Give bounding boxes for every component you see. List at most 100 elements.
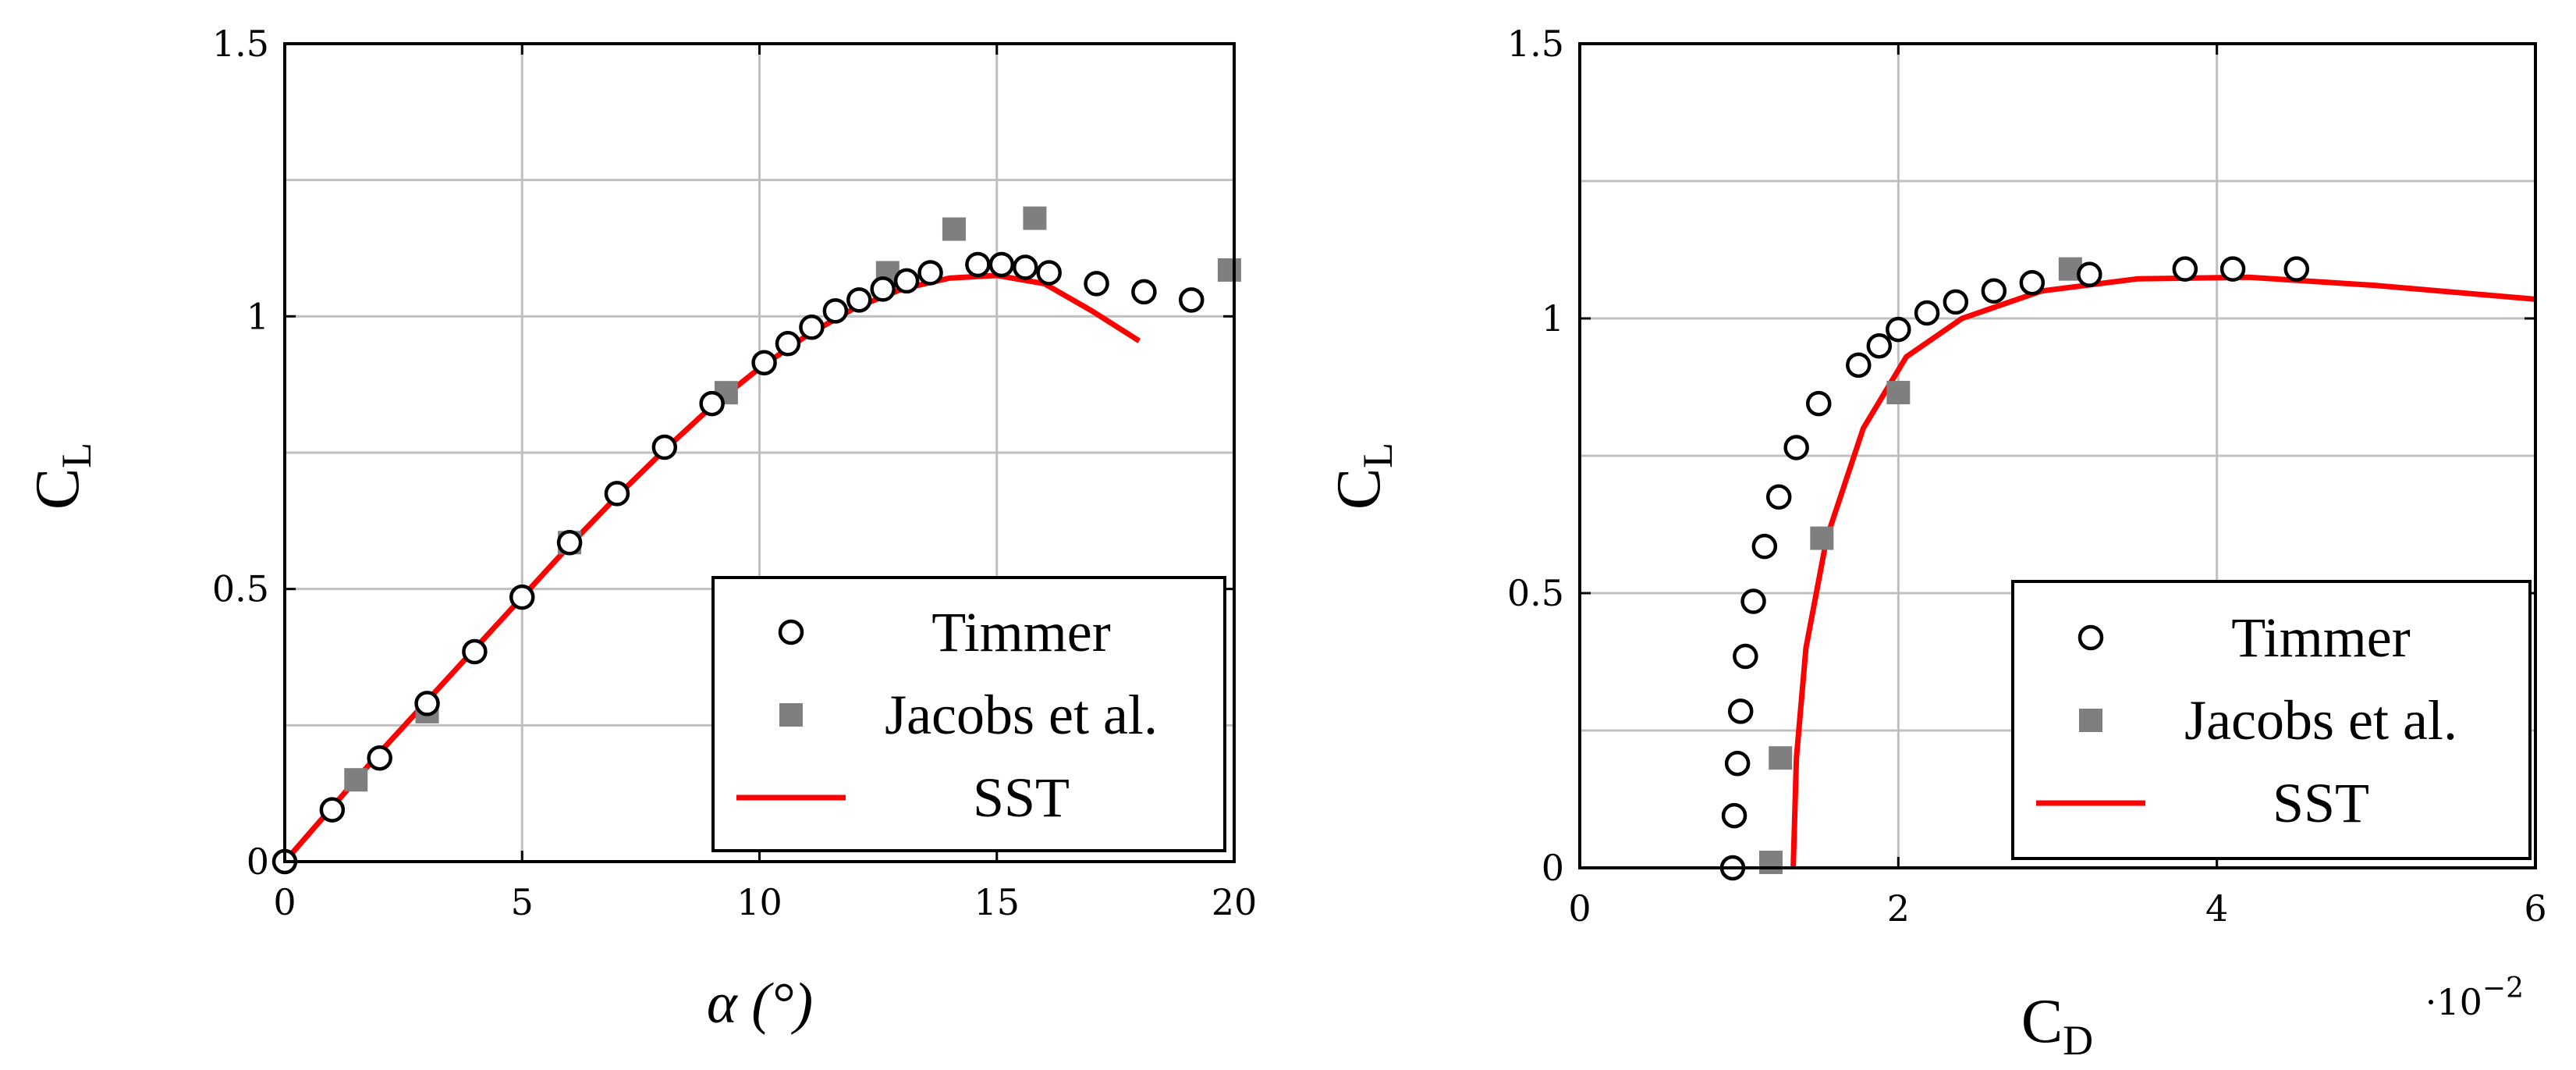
- y-axis-label-main: C: [23, 468, 92, 510]
- x-tick-label: 5: [511, 881, 534, 923]
- x-axis-label-main: C: [2021, 987, 2063, 1056]
- x-axis-label: α (°): [707, 972, 813, 1036]
- y-tick-label: 0.5: [1507, 572, 1564, 614]
- data-point-timmer: [2283, 256, 2309, 282]
- data-point-timmer: [1886, 316, 1911, 343]
- x-tick-label: 10: [736, 881, 782, 923]
- data-point-timmer: [1178, 287, 1205, 313]
- data-point-jacobs: [1217, 258, 1241, 282]
- data-point-jacobs: [1810, 526, 1834, 550]
- data-point-timmer: [462, 638, 488, 665]
- data-point-timmer: [1084, 271, 1109, 297]
- data-point-jacobs: [942, 217, 966, 241]
- data-point-timmer: [1751, 533, 1778, 560]
- data-point-timmer: [699, 390, 725, 417]
- x-tick-label: 4: [2205, 887, 2228, 930]
- data-point-timmer: [1727, 699, 1754, 724]
- y-tick-label: 0: [247, 841, 269, 883]
- series-line-sst: [1790, 274, 2535, 868]
- data-point-timmer: [1846, 352, 1872, 379]
- data-point-jacobs: [344, 768, 368, 792]
- y-axis-label: CL: [1325, 443, 1401, 510]
- legend-symbol-timmer: [778, 619, 804, 645]
- data-point-timmer: [775, 331, 801, 357]
- x-tick-label: 6: [2524, 887, 2546, 930]
- data-point-timmer: [893, 268, 920, 294]
- y-axis-label-sub: L: [1354, 443, 1401, 468]
- y-axis-label: CL: [23, 443, 100, 510]
- data-point-timmer: [1721, 802, 1747, 829]
- data-point-timmer: [1914, 300, 1940, 326]
- x-tick-label: 20: [1212, 881, 1258, 923]
- legend-label: Timmer: [2231, 606, 2410, 669]
- data-point-jacobs: [1759, 850, 1783, 874]
- legend-label: Timmer: [931, 601, 1110, 663]
- legend-symbol-timmer: [2077, 624, 2104, 651]
- data-point-jacobs: [1023, 206, 1047, 230]
- data-point-timmer: [1131, 279, 1157, 305]
- legend-label: Jacobs et al.: [885, 684, 1158, 746]
- x-axis-scale-base: ·10: [2425, 981, 2482, 1023]
- data-point-timmer: [1036, 260, 1062, 286]
- legend: Timmer Jacobs et al. SST: [711, 576, 1226, 852]
- legend-symbol-jacobs: [2079, 709, 2102, 732]
- legend-label: SST: [2273, 772, 2369, 834]
- data-point-timmer: [1765, 484, 1792, 510]
- data-point-jacobs: [1886, 381, 1911, 405]
- legend-symbol-jacobs: [779, 703, 803, 727]
- x-axis-label-sub: D: [2063, 1017, 2093, 1064]
- data-point-timmer: [1724, 750, 1751, 777]
- x-axis-scale-exponent: −2: [2482, 972, 2524, 1004]
- y-tick-label: 0.5: [212, 568, 269, 610]
- data-point-timmer: [917, 260, 943, 286]
- x-axis-scale-note: ·10−2: [2425, 972, 2524, 1023]
- data-point-timmer: [870, 276, 896, 302]
- y-tick-label: 1: [1542, 297, 1564, 339]
- x-axis-label: CD: [2021, 987, 2093, 1064]
- legend-label: Jacobs et al.: [2184, 689, 2457, 752]
- data-point-timmer: [1981, 278, 2007, 304]
- data-point-timmer: [1740, 588, 1766, 614]
- data-point-timmer: [1733, 643, 1758, 670]
- y-tick-label: 1.5: [1507, 23, 1564, 65]
- y-tick-label: 0: [1542, 847, 1564, 889]
- data-point-timmer: [822, 298, 849, 324]
- legend-label: SST: [973, 766, 1070, 829]
- data-point-timmer: [319, 797, 346, 823]
- data-point-timmer: [965, 251, 991, 278]
- data-point-timmer: [1013, 254, 1038, 280]
- data-point-timmer: [556, 530, 583, 556]
- data-point-timmer: [846, 287, 872, 313]
- legend: Timmer Jacobs et al. SST: [2011, 580, 2532, 860]
- data-point-timmer: [1943, 289, 1969, 315]
- data-point-timmer: [2077, 261, 2102, 287]
- data-point-timmer: [1783, 435, 1809, 460]
- data-point-timmer: [2172, 256, 2198, 282]
- data-point-timmer: [604, 481, 630, 507]
- data-point-jacobs: [1769, 746, 1793, 770]
- data-point-timmer: [414, 691, 440, 716]
- y-axis-label-sub: L: [53, 443, 100, 468]
- plot-frame: [1578, 42, 2537, 869]
- data-point-timmer: [1806, 390, 1832, 417]
- data-point-timmer: [1866, 332, 1893, 359]
- x-tick-label: 0: [273, 881, 296, 923]
- data-point-timmer: [2219, 256, 2246, 282]
- x-tick-label: 2: [1887, 887, 1910, 930]
- y-axis-label-main: C: [1325, 468, 1393, 510]
- y-tick-label: 1.5: [212, 23, 269, 65]
- data-point-timmer: [751, 350, 777, 375]
- data-point-timmer: [367, 745, 392, 771]
- y-tick-label: 1: [247, 295, 269, 337]
- data-point-timmer: [988, 251, 1015, 278]
- data-point-timmer: [2019, 269, 2046, 296]
- x-tick-label: 15: [974, 881, 1020, 923]
- data-point-timmer: [799, 315, 825, 340]
- data-point-timmer: [509, 584, 535, 610]
- chart-cl-vs-alpha: 0 5 10 15 20 0 0.5 1 1.5 Timmer Jacobs et al. SST CL…: [23, 23, 1257, 1036]
- plot-frame: [283, 42, 1236, 863]
- data-point-timmer: [651, 434, 678, 460]
